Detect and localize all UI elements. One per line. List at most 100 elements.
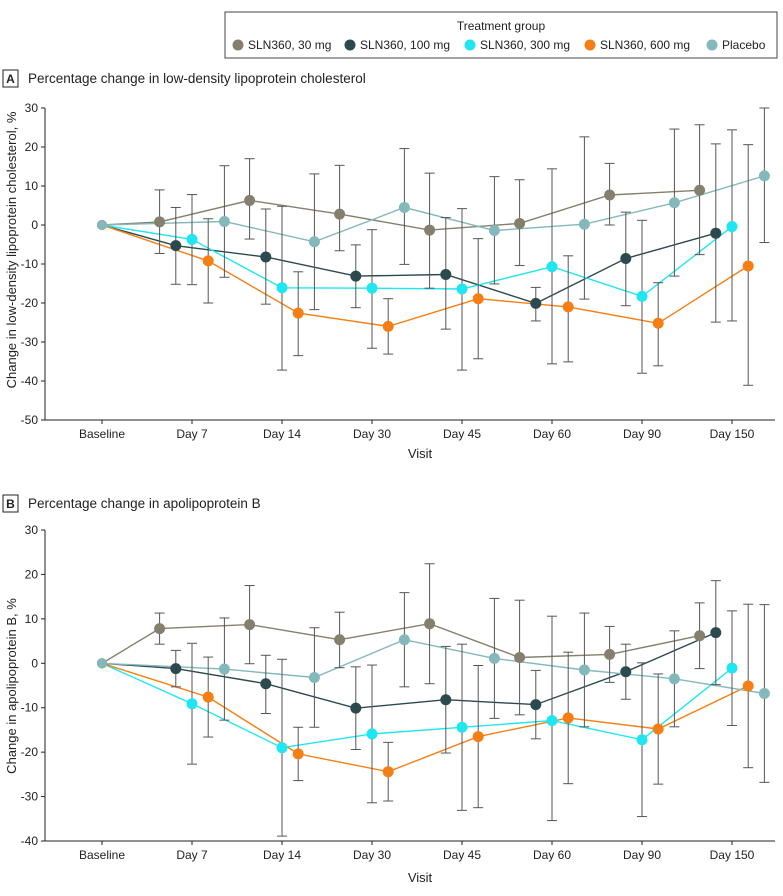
legend-label-placebo: Placebo: [722, 38, 766, 52]
panel-b: B Percentage change in apolipoprotein B …: [2, 494, 775, 885]
panel-b-y-tick-label: 0: [31, 656, 38, 670]
panel-b-plot-area: 30 20 10 0 -10 -20 -30 -40 Baseline Day 7 Day 14 Da…: [21, 523, 775, 862]
panel-b-x-tick-label: Day 45: [443, 848, 481, 862]
panel-b-point-sln360-600-mg: [652, 723, 664, 735]
panel-a-point-sln360-300-mg: [726, 221, 738, 233]
panel-a-y-tick-label: -30: [21, 335, 39, 349]
panel-b-letter: B: [6, 497, 15, 511]
legend-marker-sln360-30-mg: [232, 39, 244, 51]
panel-a-point-sln360-100-mg: [620, 253, 632, 265]
legend-box: [224, 11, 778, 59]
panel-b-point-placebo: [488, 652, 500, 664]
panel-b-point-placebo: [97, 658, 107, 669]
panel-a-point-placebo: [308, 236, 320, 248]
panel-a-point-sln360-600-mg: [382, 320, 394, 332]
panel-b-error-bars: [154, 563, 770, 837]
panel-b-point-sln360-30-mg: [154, 623, 166, 635]
panel-a-point-sln360-30-mg: [604, 189, 616, 201]
panel-b-point-sln360-300-mg: [456, 721, 468, 733]
panel-b-point-sln360-300-mg: [636, 734, 648, 746]
panel-a-point-sln360-600-mg: [562, 301, 574, 313]
panel-a-line-sln360-600-mg: [101, 224, 749, 328]
panel-b-point-placebo: [668, 673, 680, 685]
panel-b-point-placebo: [308, 672, 320, 684]
panel-a-point-placebo: [668, 197, 680, 209]
panel-b-point-sln360-30-mg: [694, 630, 706, 642]
panel-a-title: Percentage change in low-density lipopro…: [28, 71, 366, 86]
panel-b-point-sln360-600-mg: [292, 748, 304, 760]
panel-a-point-sln360-600-mg: [202, 255, 214, 267]
panel-a-x-tick-label: Day 7: [176, 427, 208, 441]
panel-b-xlabel: Visit: [408, 870, 433, 885]
panel-b-point-placebo: [398, 634, 410, 646]
panel-b-point-sln360-300-mg: [276, 742, 288, 754]
panel-a-y-tick-label: -10: [21, 257, 39, 271]
panel-a-letter-box: [2, 69, 19, 88]
panel-a-x-tick-label: Day 90: [623, 427, 661, 441]
panel-a-point-sln360-30-mg: [154, 216, 166, 228]
panel-a-point-sln360-30-mg: [514, 217, 526, 229]
panel-a-point-sln360-300-mg: [546, 261, 558, 273]
panel-b-y-tick-label: -40: [21, 834, 39, 848]
panel-b-point-sln360-100-mg: [530, 699, 542, 711]
panel-a-point-sln360-100-mg: [260, 251, 272, 263]
panel-a-y-tick-label: -20: [21, 296, 39, 310]
panel-b-x-tick-label: Day 60: [533, 848, 571, 862]
panel-a: A Percentage change in low-density lipop…: [2, 69, 775, 461]
panel-b-y-tick-label: 30: [25, 523, 39, 537]
panel-b-y-tick-label: -20: [21, 745, 39, 759]
panel-b-point-sln360-300-mg: [186, 698, 198, 710]
panel-a-x-tick-label: Day 60: [533, 427, 571, 441]
panel-a-point-placebo: [218, 215, 230, 227]
panel-a-point-sln360-300-mg: [456, 283, 468, 295]
panel-a-point-sln360-600-mg: [652, 317, 664, 329]
panel-b-point-sln360-30-mg: [334, 634, 346, 646]
panel-b-y-tick-label: 20: [25, 567, 39, 581]
panel-a-y-tick-label: 0: [31, 218, 38, 232]
panel-b-line-sln360-600-mg: [101, 662, 749, 773]
legend-entries: SLN360, 30 mg SLN360, 100 mg SLN360, 300 m…: [232, 38, 766, 52]
panel-b-line-sln360-300-mg: [101, 662, 733, 749]
panel-b-point-sln360-100-mg: [620, 666, 632, 678]
legend-marker-sln360-100-mg: [344, 39, 356, 51]
panel-a-plot-area: 30 20 10 0 -10 -20 -30 -40 -50 Baseline Day 7 Day 1…: [21, 101, 775, 441]
panel-a-y-tick-label: 30: [25, 101, 39, 115]
panel-b-point-sln360-100-mg: [260, 678, 272, 690]
panel-a-point-sln360-100-mg: [170, 240, 182, 252]
panel-b-point-sln360-100-mg: [710, 627, 722, 639]
panel-a-x-tick-label: Day 30: [353, 427, 391, 441]
panel-b-x-tick-label: Day 150: [710, 848, 755, 862]
panel-a-point-sln360-300-mg: [366, 282, 378, 294]
panel-a-y-tick-label: -50: [21, 413, 39, 427]
legend-label-sln360-600-mg: SLN360, 600 mg: [600, 38, 690, 52]
legend-title: Treatment group: [457, 19, 546, 33]
panel-b-point-sln360-300-mg: [726, 662, 738, 674]
panel-b-point-placebo: [218, 663, 230, 675]
panel-a-point-sln360-100-mg: [440, 269, 452, 281]
panel-a-point-sln360-300-mg: [276, 282, 288, 294]
panel-b-point-sln360-100-mg: [350, 702, 362, 714]
panel-b-x-tick-label: Day 30: [353, 848, 391, 862]
panel-a-point-placebo: [758, 170, 770, 182]
panel-a-y-tick-label: 20: [25, 140, 39, 154]
panel-b-series-lines: [101, 622, 765, 773]
legend-label-sln360-300-mg: SLN360, 300 mg: [480, 38, 570, 52]
panel-b-point-sln360-30-mg: [604, 648, 616, 660]
panel-a-point-sln360-300-mg: [186, 233, 198, 245]
panel-b-point-sln360-600-mg: [382, 766, 394, 778]
panel-b-y-tick-label: -10: [21, 701, 39, 715]
panel-a-point-sln360-30-mg: [244, 194, 256, 206]
panel-b-x-tick-label: Baseline: [79, 848, 125, 862]
panel-a-point-sln360-300-mg: [636, 290, 648, 302]
panel-b-letter-box: [2, 494, 19, 513]
panel-b-y-tick-label: 10: [25, 612, 39, 626]
panel-b-ylabel: Change in apolipoprotein B, %: [4, 598, 19, 774]
panel-a-series-lines: [101, 175, 765, 328]
panel-a-point-placebo: [97, 220, 107, 230]
panel-b-point-sln360-100-mg: [170, 663, 182, 675]
panel-a-y-tick-label: 10: [25, 179, 39, 193]
panel-b-line-placebo: [101, 638, 765, 695]
panel-b-point-sln360-300-mg: [546, 715, 558, 727]
panel-b-point-sln360-600-mg: [562, 712, 574, 724]
panel-a-point-sln360-100-mg: [710, 227, 722, 239]
